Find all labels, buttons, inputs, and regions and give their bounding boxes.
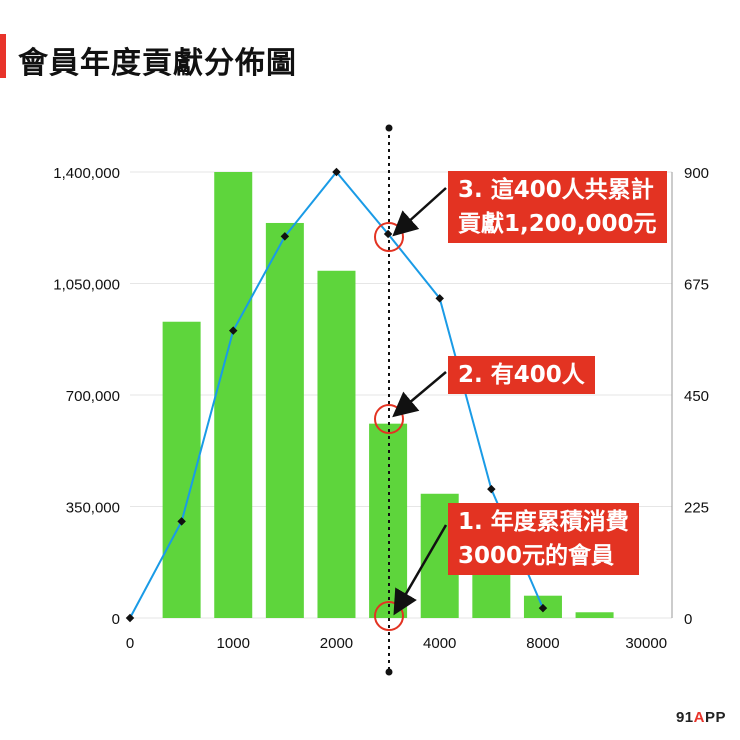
left-axis-tick-label: 0 — [112, 611, 120, 628]
bar — [162, 321, 201, 618]
right-axis-tick-label: 225 — [684, 500, 709, 517]
callout-arrow — [392, 371, 447, 418]
line-point — [435, 294, 444, 303]
x-axis-tick-label: 8000 — [526, 635, 559, 652]
bar — [265, 222, 304, 618]
x-axis-tick-label: 1000 — [217, 635, 250, 652]
callout-arrow — [392, 187, 447, 237]
title-accent-bar — [0, 34, 6, 78]
line-point — [228, 326, 238, 335]
line-point — [332, 167, 341, 177]
line-point — [280, 232, 290, 241]
left-axis-tick-label: 1,400,000 — [53, 165, 120, 182]
highlight-circle — [374, 404, 404, 434]
highlight-circle — [374, 222, 404, 252]
line-point — [125, 613, 135, 623]
callout-member-count: 2. 有400人 — [448, 356, 595, 394]
line-point — [538, 603, 548, 613]
callout-3-line-2: 貢獻1,200,000元 — [458, 211, 657, 237]
left-axis-tick-label: 350,000 — [66, 500, 120, 517]
reference-line-top-dot — [385, 124, 393, 132]
brand-logo: 91APP — [675, 709, 726, 726]
callout-total-contribution: 3. 這400人共累計 貢獻1,200,000元 — [448, 171, 667, 243]
chart-title: 會員年度貢獻分佈圖 — [18, 46, 297, 81]
left-axis-tick-label: 1,050,000 — [53, 277, 120, 294]
x-axis-tick-label: 30000 — [625, 635, 667, 652]
line-point — [487, 484, 496, 494]
callout-member-definition: 1. 年度累積消費 3000元的會員 — [448, 503, 639, 575]
bar — [214, 172, 253, 618]
callout-2-line-1: 2. 有400人 — [458, 362, 585, 388]
right-axis-tick-label: 450 — [684, 388, 709, 405]
callout-arrow — [393, 524, 448, 616]
bar — [472, 570, 511, 618]
highlight-circle — [374, 601, 404, 631]
left-axis-tick-label: 700,000 — [66, 388, 120, 405]
x-axis-tick-label: 4000 — [423, 635, 456, 652]
x-axis-tick-label: 2000 — [320, 635, 353, 652]
callout-1-line-2: 3000元的會員 — [458, 543, 615, 569]
right-axis-tick-label: 0 — [684, 611, 692, 628]
callout-1-line-1: 1. 年度累積消費 — [458, 509, 629, 535]
bar — [317, 270, 356, 618]
callout-3-line-1: 3. 這400人共累計 — [458, 177, 654, 203]
right-axis-tick-label: 900 — [684, 165, 709, 182]
bar — [575, 612, 614, 618]
right-axis-tick-label: 675 — [684, 277, 709, 294]
x-axis-tick-label: 0 — [126, 635, 134, 652]
reference-line-bottom-dot — [385, 668, 393, 676]
